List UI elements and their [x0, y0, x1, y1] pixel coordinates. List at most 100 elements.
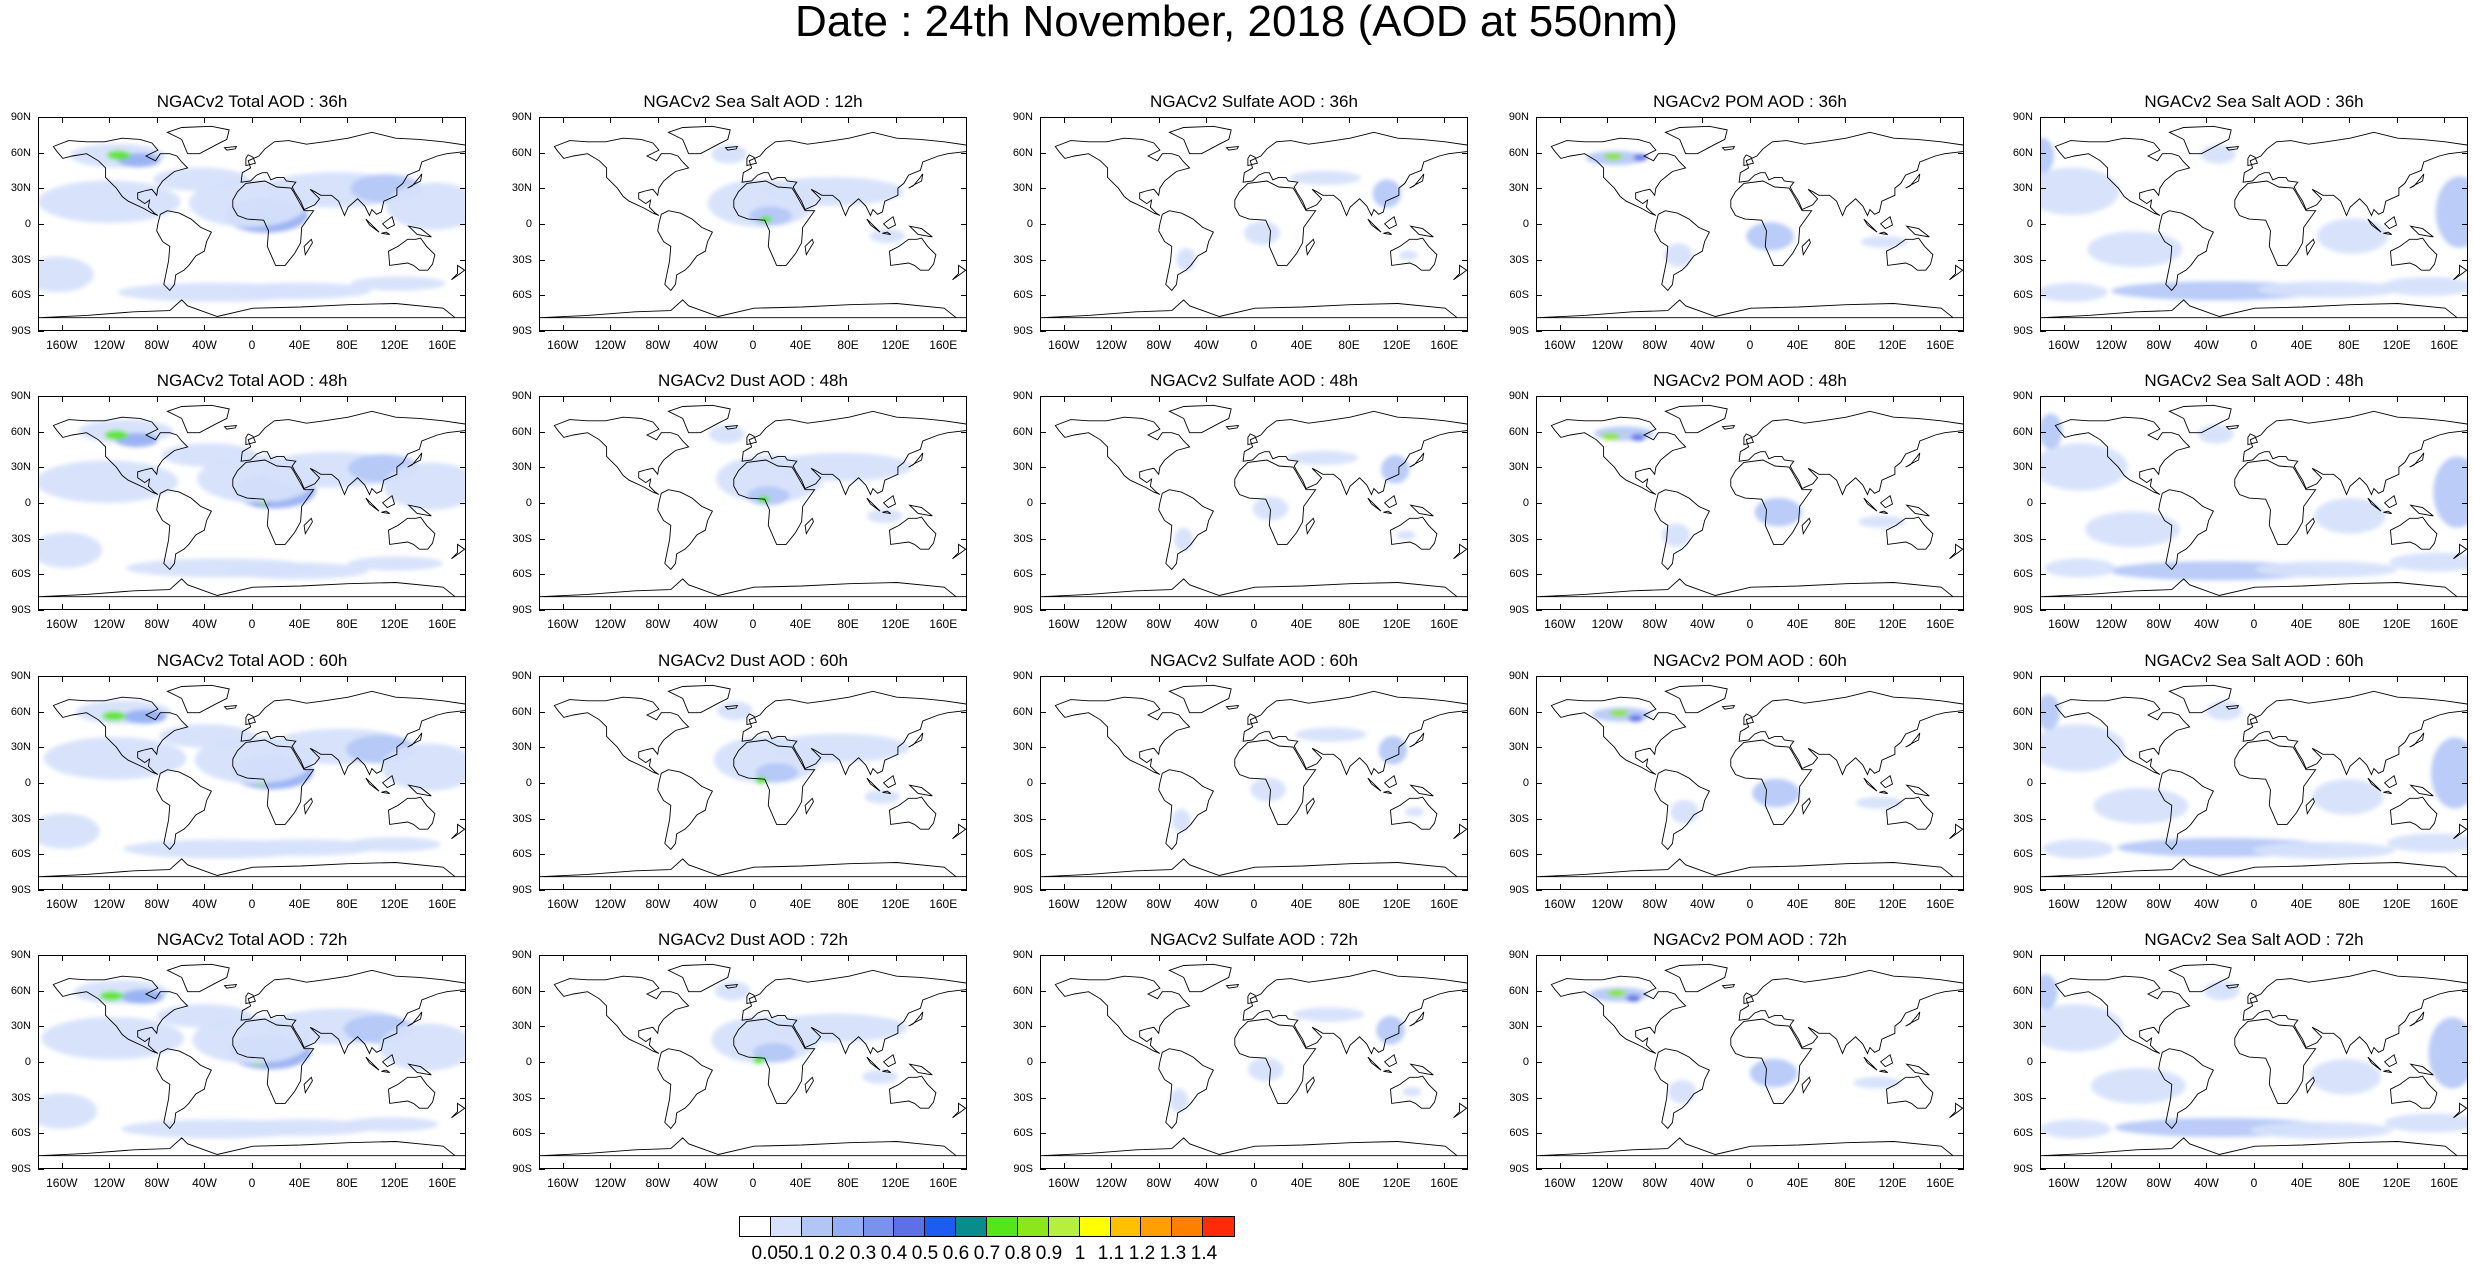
coastline: [1743, 154, 1755, 167]
lat-tick-label: 90S: [512, 325, 532, 337]
panel-title: NGACv2 Sea Salt AOD : 36h: [2144, 92, 2364, 111]
lat-tick-label: 0: [1026, 777, 1033, 789]
lon-tick: [657, 1163, 659, 1169]
lon-tick: [2063, 604, 2065, 610]
coastline: [1905, 1011, 1921, 1027]
lon-tick-label: 160E: [1430, 338, 1459, 352]
lon-tick: [562, 1163, 564, 1169]
coastline: [1801, 1076, 1811, 1095]
lon-tick: [2063, 325, 2065, 331]
map-panel: NGACv2 Sea Salt AOD : 36h 90N 60N 30N 0 30S 60…: [2013, 92, 2468, 352]
coastline: [1738, 690, 1963, 776]
aod-contour: [2255, 561, 2398, 578]
lat-tick: [1958, 1062, 1964, 1063]
lon-tick: [1845, 325, 1847, 331]
aod-contour: [123, 709, 167, 724]
coastline: [1409, 784, 1434, 797]
lat-tick: [2462, 224, 2468, 225]
coastline: [1409, 173, 1425, 189]
coastline: [303, 1076, 313, 1095]
lat-tick: [539, 711, 545, 713]
coastline: [2041, 858, 2467, 878]
coastline: [2225, 424, 2240, 430]
lat-tick: [2462, 467, 2468, 469]
lon-tick: [562, 325, 564, 331]
lon-tick: [1654, 884, 1656, 890]
lat-tick-label: 60S: [2013, 848, 2033, 861]
coastline: [1383, 1053, 1398, 1068]
lat-tick-label: 0: [1522, 777, 1529, 789]
lon-tick-label: 40W: [2194, 897, 2219, 911]
lat-tick: [460, 1062, 466, 1063]
lon-tick: [1702, 325, 1704, 331]
coastline: [746, 713, 758, 726]
coastline: [952, 264, 966, 281]
aod-contour: [153, 167, 249, 192]
lat-tick: [1958, 117, 1964, 118]
lon-tick-label: 0: [2250, 617, 2258, 631]
lat-tick: [961, 711, 967, 713]
lon-tick: [1063, 676, 1065, 682]
lon-tick: [442, 604, 444, 610]
lat-tick: [1040, 188, 1046, 190]
lat-tick: [1040, 224, 1046, 225]
lon-tick: [610, 1163, 612, 1169]
lat-tick-label: 0: [1522, 497, 1529, 509]
lat-tick-label: 90S: [1013, 884, 1033, 896]
colorbar-label: 1.3: [1159, 1243, 1187, 1264]
lat-tick-label: 90N: [10, 111, 31, 123]
lon-tick-label: 80W: [1146, 1176, 1172, 1190]
lat-tick-label: 90N: [511, 390, 532, 402]
panel-title: NGACv2 Total AOD : 36h: [156, 92, 348, 111]
coastline: [553, 975, 690, 1054]
coastline: [1550, 696, 1687, 775]
lat-tick: [2462, 1169, 2468, 1170]
coastline: [866, 497, 881, 512]
coastline: [741, 131, 966, 217]
coastline: [1367, 1056, 1382, 1071]
lon-tick-label: 80E: [336, 897, 358, 911]
lat-tick: [1536, 188, 1542, 190]
coastline: [1801, 517, 1811, 536]
lat-tick: [460, 574, 466, 576]
lon-tick: [657, 396, 659, 402]
lat-tick: [1040, 431, 1046, 433]
lat-tick: [2462, 538, 2468, 540]
coastline: [2168, 963, 2232, 993]
lat-tick-label: 30S: [11, 253, 31, 266]
lon-tick: [1559, 117, 1561, 123]
lon-tick: [1254, 884, 1255, 890]
coastline: [39, 299, 465, 319]
lat-tick: [2040, 1169, 2046, 1170]
lon-tick: [1111, 955, 1113, 961]
lon-tick: [109, 1163, 111, 1169]
lon-tick-label: 40E: [288, 897, 311, 911]
lon-tick-label: 120W: [93, 1176, 125, 1190]
lat-tick: [2462, 503, 2468, 504]
lon-tick: [610, 604, 612, 610]
coastline: [1453, 823, 1467, 840]
lon-tick: [156, 1163, 158, 1169]
colorbar-strip: [739, 1216, 1235, 1237]
lat-tick-label: 30N: [10, 741, 31, 754]
lon-tick-label: 0: [248, 617, 256, 631]
lon-tick: [1301, 604, 1303, 610]
lat-tick: [1462, 467, 1468, 469]
lon-tick: [394, 955, 396, 961]
lon-tick: [1254, 396, 1255, 402]
lon-tick: [2301, 325, 2303, 331]
lon-tick-label: 80W: [2146, 617, 2172, 631]
coastline: [2409, 225, 2434, 238]
lon-tick: [109, 396, 111, 402]
lat-tick-label: 60N: [10, 425, 31, 438]
lon-tick: [1797, 117, 1799, 123]
coastline: [1390, 796, 1438, 830]
lon-tick: [1845, 955, 1847, 961]
coastline: [381, 1053, 396, 1068]
aod-contour: [1609, 709, 1629, 717]
coastline: [889, 796, 937, 830]
lon-tick: [109, 325, 111, 331]
aod-contour: [43, 736, 187, 780]
lat-tick-label: 90N: [1012, 111, 1033, 123]
lon-tick: [1444, 1163, 1446, 1169]
